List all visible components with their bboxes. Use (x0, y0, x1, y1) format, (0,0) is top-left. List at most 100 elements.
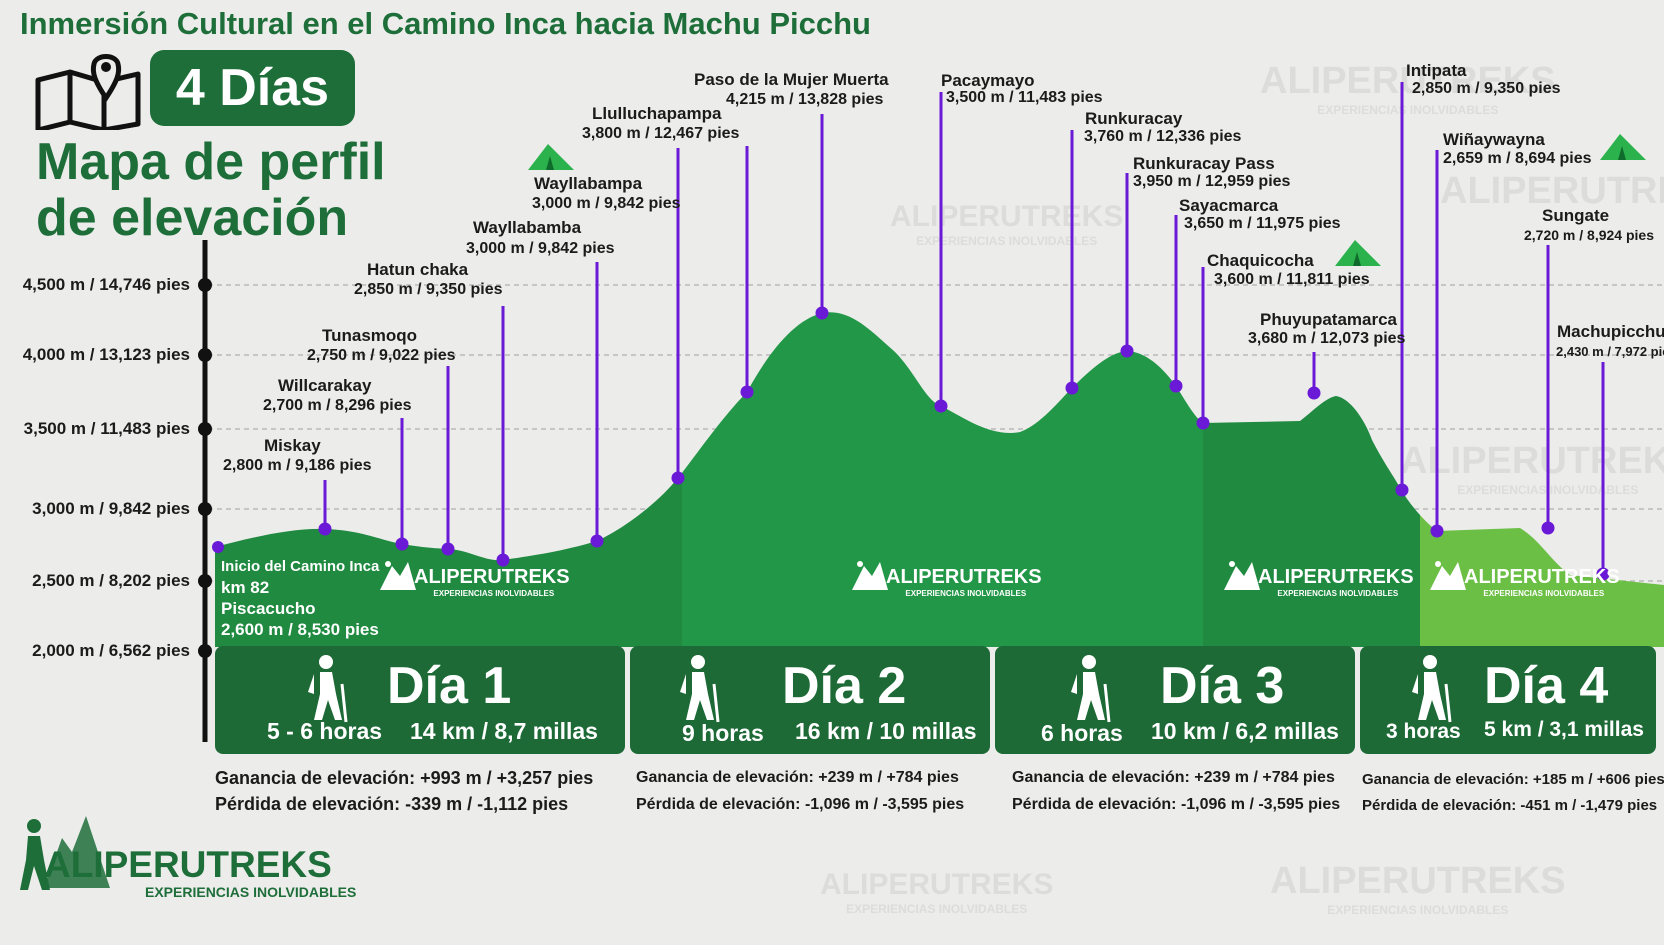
waypoint-dot (1395, 483, 1409, 497)
start-line: km 82 (221, 578, 270, 597)
axis-tick-dot (198, 422, 212, 436)
waypoint-elevation: 3,680 m / 12,073 pies (1248, 330, 1406, 347)
subtitle-line: de elevación (36, 189, 349, 247)
hiker-icon (1412, 655, 1452, 723)
waypoint-elevation: 2,800 m / 9,186 pies (223, 457, 372, 474)
tent-icon (528, 144, 574, 170)
start-line: Inicio del Camino Inca (221, 558, 380, 575)
brand-mark: ALIPERUTREKS EXPERIENCIAS INOLVIDABLES (1428, 561, 1620, 598)
waypoint-name: Miskay (264, 436, 321, 455)
day-title: Día 2 (782, 657, 907, 715)
axis-tick-dot (198, 348, 212, 362)
brand-logo-name: ALIPERUTREKS (44, 844, 332, 885)
waypoint-dot (934, 399, 948, 413)
waypoint-elevation: 2,750 m / 9,022 pies (307, 347, 456, 364)
waypoint-name: Paso de la Mujer Muerta (694, 70, 889, 89)
waypoint-name: Tunasmoqo (322, 326, 418, 345)
elevation-gain: Ganancia de elevación: +239 m / +784 pie… (1012, 769, 1335, 786)
day-3-card: Día 3 6 horas 10 km / 6,2 millas (995, 646, 1355, 754)
day-segment-area (1420, 514, 1664, 647)
brand-logo-tagline: EXPERIENCIAS INOLVIDABLES (145, 884, 357, 900)
waypoint-dot (1541, 521, 1555, 535)
elevation-loss: Pérdida de elevación: -451 m / -1,479 pi… (1362, 797, 1658, 814)
waypoint-elevation: 2,659 m / 8,694 pies (1443, 150, 1592, 167)
waypoint-name: Runkuracay Pass (1133, 154, 1275, 173)
waypoint-elevation: 3,950 m / 12,959 pies (1133, 173, 1291, 190)
brand-tagline: EXPERIENCIAS INOLVIDABLES (1277, 589, 1399, 598)
waypoint-dot (1196, 416, 1210, 430)
day-1-card: Día 1 5 - 6 horas 14 km / 8,7 millas (215, 646, 625, 754)
hiker-icon (308, 655, 348, 723)
brand-mark: ALIPERUTREKS EXPERIENCIAS INOLVIDABLES (1222, 561, 1414, 598)
waypoint-dot (318, 522, 332, 536)
axis-tick-label: 4,000 m / 13,123 pies (22, 345, 190, 364)
tent-icon (1335, 240, 1381, 266)
waypoint-dot (1169, 379, 1183, 393)
waypoint-markers (212, 82, 1610, 581)
day-hours: 6 horas (1041, 720, 1123, 746)
start-line: Piscacucho (221, 599, 316, 618)
waypoint-dot (1120, 344, 1134, 358)
waypoint-name: Wiñaywayna (1443, 130, 1545, 149)
tent-icon (1600, 134, 1646, 160)
waypoint-name: Llulluchapampa (592, 104, 722, 123)
brand-logo-icon (20, 816, 110, 890)
day-title: Día 3 (1160, 657, 1285, 715)
brand-mark: ALIPERUTREKS EXPERIENCIAS INOLVIDABLES (850, 561, 1042, 598)
elevation-gain: Ganancia de elevación: +239 m / +784 pie… (636, 769, 959, 786)
waypoint-name: Sungate (1542, 206, 1610, 225)
brand-name: ALIPERUTREKS (1464, 566, 1620, 588)
waypoint-elevation: 2,720 m / 8,924 pies (1524, 227, 1654, 243)
day-segment-area (682, 312, 1203, 647)
brand-name: ALIPERUTREKS (1258, 566, 1414, 588)
brand-tagline: EXPERIENCIAS INOLVIDABLES (905, 589, 1027, 598)
waypoint-dot (1065, 381, 1079, 395)
page-title: Inmersión Cultural en el Camino Inca hac… (20, 6, 871, 41)
waypoint-elevation: 2,700 m / 8,296 pies (263, 397, 412, 414)
brand-tagline: EXPERIENCIAS INOLVIDABLES (433, 589, 555, 598)
elevation-loss: Pérdida de elevación: -1,096 m / -3,595 … (636, 796, 965, 813)
brand-name: ALIPERUTREKS (886, 566, 1042, 588)
subtitle: Mapa de perfil de elevación (36, 134, 386, 246)
day-title: Día 4 (1484, 657, 1609, 715)
day-title: Día 1 (387, 657, 512, 715)
day-4-card: Día 4 3 horas 5 km / 3,1 millas (1360, 646, 1656, 754)
waypoint-dot (395, 537, 409, 551)
trail-start-label: Inicio del Camino Inca km 82 Piscacucho … (221, 556, 379, 640)
watermark-brand: ALIPERUTREKS (1440, 170, 1664, 212)
waypoint-elevation: 2,430 m / 7,972 pies (1556, 344, 1664, 359)
day-distance: 14 km / 8,7 millas (410, 718, 598, 744)
trail-start-dot (212, 541, 224, 553)
waypoint-dot (1307, 386, 1321, 400)
axis-tick-label: 4,500 m / 14,746 pies (22, 275, 190, 294)
elevation-gain: Ganancia de elevación: +185 m / +606 pie… (1362, 771, 1664, 788)
hiker-icon (680, 655, 720, 723)
axis-tick-label: 2,000 m / 6,562 pies (32, 641, 190, 660)
axis-ticks (198, 278, 212, 658)
axis-tick-dot (198, 644, 212, 658)
waypoint-elevation: 3,600 m / 11,811 pies (1214, 271, 1370, 288)
elevation-loss: Pérdida de elevación: -1,096 m / -3,595 … (1012, 796, 1341, 813)
waypoint-elevation: 2,850 m / 9,350 pies (1412, 80, 1561, 97)
hiker-logo-icon (1224, 561, 1260, 590)
day-hours: 9 horas (682, 720, 764, 746)
start-line: 2,600 m / 8,530 pies (221, 620, 379, 639)
elevation-loss: Pérdida de elevación: -339 m / -1,112 pi… (215, 794, 569, 814)
elevation-gain: Ganancia de elevación: +993 m / +3,257 p… (215, 768, 594, 788)
hiker-icon (1071, 655, 1111, 723)
axis-tick-label: 3,000 m / 9,842 pies (32, 499, 190, 518)
hiker-logo-icon (380, 561, 416, 590)
hiker-logo-icon (1430, 561, 1466, 590)
hiker-logo-icon (852, 561, 888, 590)
waypoint-name: Hatun chaka (367, 260, 469, 279)
waypoint-elevation: 3,000 m / 9,842 pies (532, 195, 681, 212)
waypoint-elevation: 3,000 m / 9,842 pies (466, 240, 615, 257)
waypoint-elevation: 3,800 m / 12,467 pies (582, 125, 740, 142)
axis-tick-label: 3,500 m / 11,483 pies (23, 419, 190, 438)
waypoint-dot (740, 385, 754, 399)
waypoint-dot (496, 553, 510, 567)
